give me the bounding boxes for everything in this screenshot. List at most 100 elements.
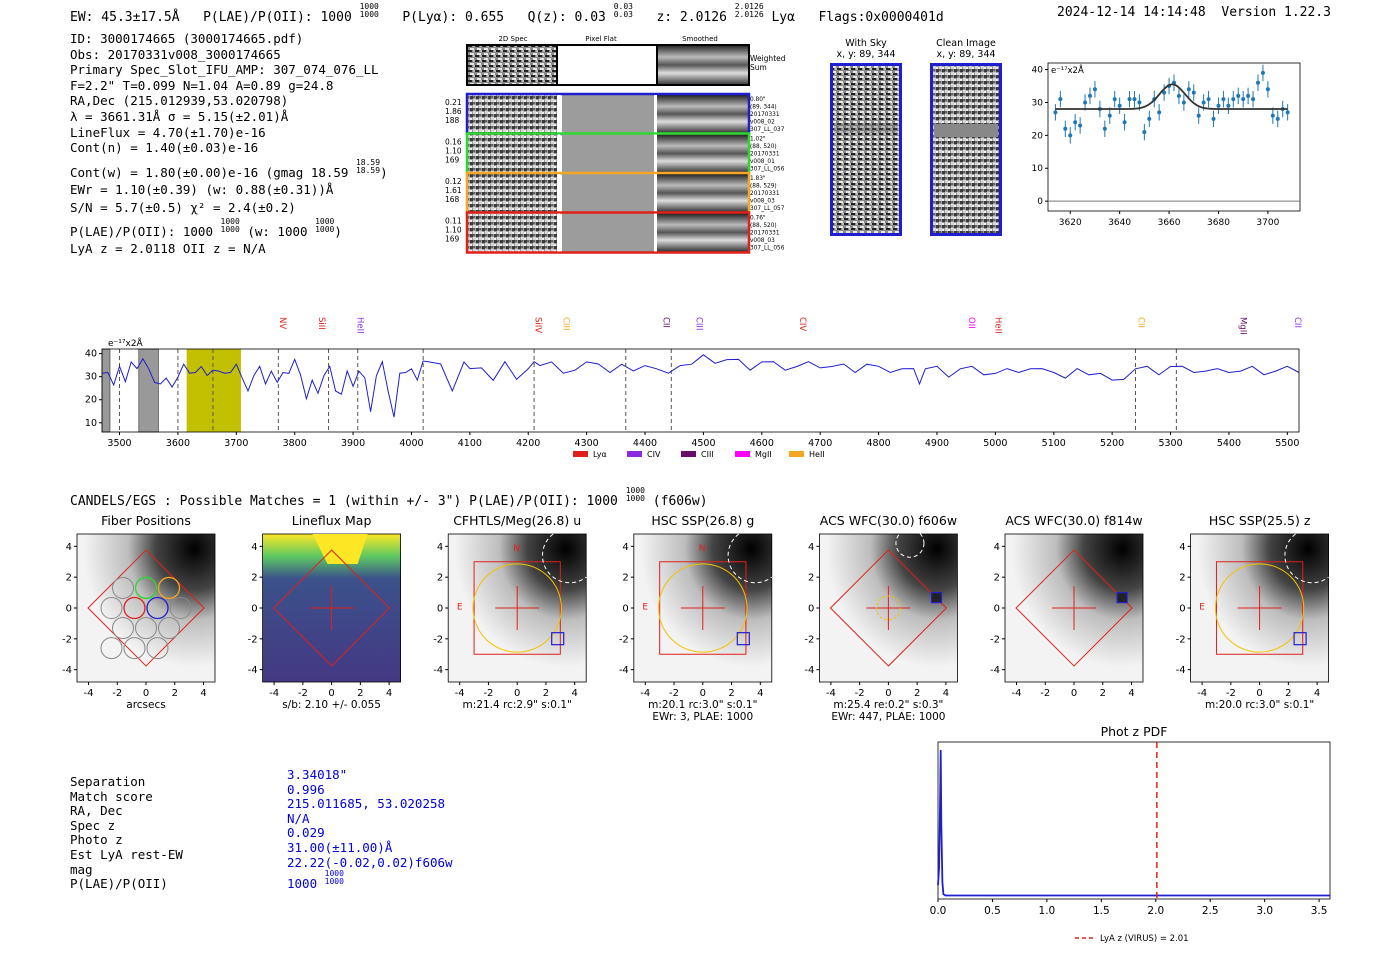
row-2dspec	[468, 174, 557, 212]
spec-xtick-label: 5200	[1100, 438, 1124, 449]
panel-xtick-label: 0	[700, 688, 706, 699]
panel-ytick-label: 2	[437, 573, 443, 584]
zoom-point	[1088, 93, 1092, 98]
info-line: Cont(n) = 1.40(±0.03)e-16	[70, 140, 259, 156]
spec-xtick-label: 4700	[808, 438, 832, 449]
spec-xtick-label: 3900	[341, 438, 365, 449]
panel-ytick-label: 4	[437, 542, 443, 553]
match-value: 0.029	[287, 825, 325, 841]
info-line: ID: 3000174665 (3000174665.pdf)	[70, 31, 304, 46]
clean-image	[930, 63, 1002, 236]
info-line: Primary Spec_Slot_IFU_AMP: 307_074_076_L…	[70, 62, 379, 78]
panel-xtick-label: -2	[1040, 688, 1050, 699]
panel-ytick-label: -2	[990, 634, 1000, 645]
candidate-box	[736, 632, 750, 646]
compass-e: E	[642, 603, 648, 613]
zoom-fit-curve	[1055, 83, 1288, 110]
spec-xtick-label: 3700	[224, 438, 248, 449]
spec-legend-label: MgII	[755, 450, 772, 459]
panel-ytick-label: -2	[433, 634, 443, 645]
info-contw-top: 18.59	[355, 157, 381, 167]
match-label: Separation	[70, 774, 146, 789]
emission-line-label: SiIV	[532, 317, 542, 333]
panel-xtick-label: -4	[1197, 688, 1207, 699]
panel-ytick-label: 2	[66, 573, 72, 584]
candidate-box	[1116, 591, 1128, 604]
emission-line-label: HeII	[992, 317, 1002, 334]
panel-xtick-label: 2	[914, 688, 920, 699]
fiber-circle-orange	[157, 576, 181, 600]
row-2dspec	[468, 213, 557, 252]
panel-xtick-label: 2	[728, 688, 734, 699]
row-meta: v008_03	[750, 199, 775, 205]
panel-xtick-label: 4	[386, 688, 392, 699]
panel-xtick-label: -2	[1226, 688, 1236, 699]
info-plae-w-bot: 1000	[315, 224, 335, 234]
zoom-point	[1137, 100, 1142, 105]
zoom-point	[1092, 87, 1097, 92]
emission-line-label: CIII	[693, 317, 703, 330]
pdf-xtick-label: 3.0	[1256, 905, 1273, 917]
match-info-labels: Separation Match score RA, Dec Spec z Ph…	[70, 774, 183, 892]
info-ewr: EWr = 1.10(±0.39) (w: 0.88(±0.31))Å	[70, 182, 334, 198]
match-plae-value: 1000	[287, 876, 318, 892]
fiber-circle	[100, 637, 123, 660]
fiber-circle-red	[123, 596, 146, 620]
match-value: 3.34018"	[287, 767, 348, 782]
panel-xtick-label: 2	[172, 688, 178, 699]
candidate-box	[551, 632, 565, 646]
panel-ytick-label: 0	[994, 604, 1000, 615]
panel-ytick-label: 2	[1179, 573, 1185, 584]
zoom-ytick-label: 20	[1032, 131, 1044, 141]
row-stat-c: 169	[445, 156, 460, 165]
match-value: 22.22(-0.02,0.02)f606w	[287, 854, 453, 870]
row-meta: v008_01	[750, 159, 775, 165]
panel-xtick-label: 4	[943, 688, 949, 699]
pdf-xtick-label: 2.5	[1202, 905, 1219, 917]
compass-n: N	[513, 544, 520, 554]
spec-xtick-label: 3500	[107, 438, 131, 449]
row-meta: 307_LL_037	[750, 127, 785, 133]
spec-xtick-label: 4600	[750, 438, 774, 449]
spec-xtick-label: 4000	[399, 438, 423, 449]
header-ew: EW: 45.3±17.5Å	[70, 10, 180, 25]
ifu-footprint	[87, 549, 205, 667]
panel-caption: arcsecs	[126, 699, 165, 711]
zoom-point	[1251, 97, 1256, 102]
match-label: Match score	[70, 788, 153, 804]
panel-ytick-label: 0	[66, 604, 72, 615]
panel-ytick-label: 0	[437, 604, 443, 615]
info-line: RA,Dec (215.012939,53.020798)	[70, 93, 289, 109]
row-meta: 1.02"	[750, 137, 766, 143]
emission-line-label: MgII	[1238, 317, 1248, 335]
row-meta: 307_LL_056	[750, 167, 785, 173]
zoom-point	[1117, 103, 1122, 108]
info-line: LineFlux = 4.70(±1.70)e-16	[70, 124, 266, 140]
panel-image	[76, 533, 216, 683]
panel-title: HSC SSP(25.5) z	[1209, 513, 1311, 528]
candels-end: (f606w)	[652, 494, 708, 509]
zoom-xtick-label: 3680	[1207, 218, 1230, 228]
panel-ytick-label: 4	[622, 542, 628, 553]
zoom-point	[1181, 100, 1186, 105]
row-stat-c: 169	[445, 235, 460, 244]
zoom-point	[1256, 80, 1260, 85]
weighted-sum-smooth	[656, 44, 750, 86]
header-z: z: 2.0126	[656, 10, 727, 25]
header-plae-bot: 1000	[359, 10, 379, 19]
header-plae: P(LAE)/P(OII): 1000	[203, 10, 352, 25]
zoom-point	[1216, 103, 1221, 108]
zoom-point	[1063, 126, 1068, 131]
spec-xtick-label: 4800	[866, 438, 890, 449]
match-value: 0.996	[287, 781, 325, 797]
neighbor-circle	[727, 533, 773, 584]
row-smoothed	[657, 174, 748, 212]
zoom-point	[1186, 87, 1191, 92]
zoom-point	[1147, 116, 1152, 121]
fiber-circle	[112, 617, 134, 640]
panel-caption-2: EWr: 447, PLAE: 1000	[831, 711, 945, 723]
row-frame	[465, 211, 751, 254]
spec-xtick-label: 5300	[1158, 438, 1182, 449]
zoom-xtick-label: 3660	[1158, 218, 1181, 228]
panel-xtick-label: 2	[1285, 688, 1291, 699]
